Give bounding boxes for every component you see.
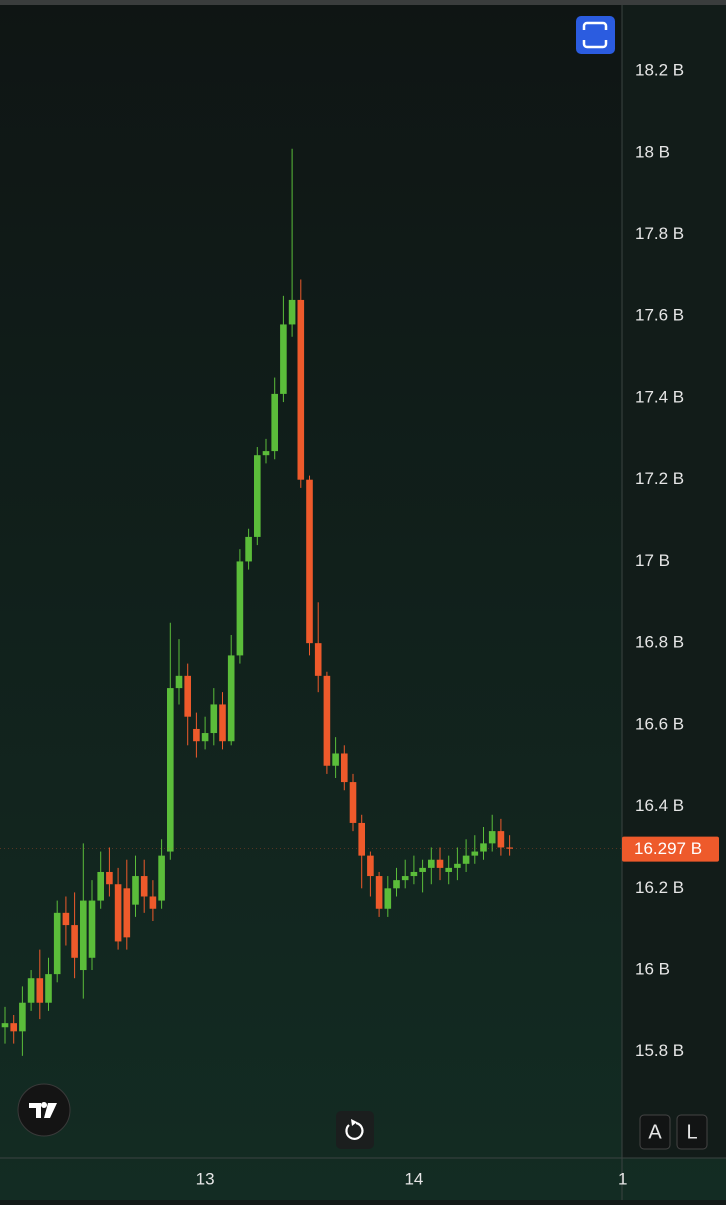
candle-body bbox=[106, 871, 113, 885]
candle-body bbox=[454, 863, 461, 868]
candle-body bbox=[227, 655, 235, 742]
candle-body bbox=[236, 561, 244, 656]
candle-body bbox=[367, 855, 374, 877]
candle-body bbox=[123, 888, 131, 938]
y-tick-label: 18 B bbox=[635, 142, 670, 161]
scale-button-label[interactable]: A bbox=[648, 1121, 662, 1143]
reset-arrow bbox=[351, 1119, 357, 1126]
logo-icon bbox=[29, 1102, 57, 1118]
candle-body bbox=[401, 876, 409, 881]
scale-button[interactable] bbox=[639, 1114, 671, 1150]
scale-button-label[interactable]: L bbox=[686, 1121, 697, 1143]
candle-body bbox=[201, 733, 209, 742]
last-price-badge bbox=[622, 836, 719, 862]
candle-body bbox=[53, 912, 61, 975]
candle-body bbox=[167, 688, 174, 852]
candle-body bbox=[288, 299, 296, 325]
candle-body bbox=[410, 871, 418, 877]
candle-body bbox=[193, 728, 200, 742]
candle-body bbox=[480, 843, 487, 852]
plot-area bbox=[0, 148, 622, 1056]
candle-body bbox=[297, 299, 305, 480]
candle-body bbox=[158, 855, 165, 901]
y-tick-label: 16.8 B bbox=[635, 633, 684, 652]
fullscreen-icon bbox=[582, 21, 608, 49]
candle-body bbox=[71, 925, 78, 958]
candle-body bbox=[497, 831, 505, 848]
candle-body bbox=[45, 974, 52, 1003]
y-tick-label: 16.6 B bbox=[635, 714, 684, 733]
x-tick-label: 14 bbox=[404, 1169, 423, 1188]
candle-body bbox=[140, 876, 148, 897]
y-tick-label: 16 B bbox=[635, 960, 670, 979]
y-tick-label: 18.2 B bbox=[635, 61, 684, 80]
y-tick-label: 17.6 B bbox=[635, 306, 684, 325]
candle-body bbox=[80, 900, 87, 971]
candle-body bbox=[428, 859, 435, 868]
candle-body bbox=[488, 831, 496, 844]
fullscreen-button-bg[interactable] bbox=[576, 16, 615, 54]
y-tick-label: 16.4 B bbox=[635, 796, 684, 815]
logo-bg[interactable] bbox=[17, 1083, 71, 1137]
candle-body bbox=[10, 1023, 17, 1032]
candle-body bbox=[384, 888, 392, 909]
candle-body bbox=[114, 884, 122, 942]
candle-body bbox=[184, 675, 191, 717]
y-tick-label: 15.8 B bbox=[635, 1041, 684, 1060]
x-tick-label: 1 bbox=[618, 1169, 627, 1188]
candle-body bbox=[88, 900, 96, 958]
candle-body bbox=[280, 324, 287, 394]
candle-body bbox=[27, 978, 35, 1003]
candle-body bbox=[271, 393, 278, 452]
candle-body bbox=[175, 675, 183, 689]
candle-body bbox=[19, 1002, 26, 1032]
y-tick-label: 17.8 B bbox=[635, 224, 684, 243]
logo[interactable] bbox=[17, 1083, 71, 1137]
candle-body bbox=[149, 896, 157, 909]
y-tick-label: 17.2 B bbox=[635, 469, 684, 488]
candle-body bbox=[445, 867, 452, 872]
candle-body bbox=[358, 822, 365, 856]
candle-body bbox=[97, 871, 104, 901]
candle-body bbox=[306, 479, 313, 644]
candle-body bbox=[349, 782, 357, 823]
last-price-label: 16.297 B bbox=[634, 839, 702, 858]
reset-icon bbox=[345, 1121, 364, 1140]
reset-button-bg[interactable] bbox=[336, 1111, 374, 1149]
candle-body bbox=[506, 847, 513, 849]
scale-button[interactable] bbox=[676, 1114, 708, 1150]
candle-body bbox=[462, 855, 470, 864]
x-axis: 13 14 1 bbox=[196, 1169, 628, 1188]
candle-body bbox=[471, 851, 479, 856]
candle-body bbox=[323, 675, 331, 766]
candle-body bbox=[219, 704, 226, 742]
candle-body bbox=[332, 753, 339, 766]
candle-body bbox=[36, 978, 44, 1003]
candle-body bbox=[393, 880, 400, 889]
candle-body bbox=[62, 912, 70, 926]
candle-body bbox=[245, 536, 252, 562]
top-bar bbox=[0, 0, 726, 5]
reset-button[interactable] bbox=[336, 1111, 374, 1149]
y-tick-label: 17 B bbox=[635, 551, 670, 570]
candle-body bbox=[436, 859, 444, 868]
candle-body bbox=[314, 643, 322, 676]
candle-body bbox=[254, 455, 261, 537]
fullscreen-button[interactable] bbox=[576, 16, 615, 54]
y-axis: 15.8 B 16 B 16.2 B 16.4 B 16.6 B 16.8 B 17 B 17… bbox=[622, 61, 719, 1060]
candle-body bbox=[132, 876, 139, 905]
candle-body bbox=[1, 1023, 9, 1028]
candle-body bbox=[210, 704, 218, 734]
candle-body bbox=[375, 876, 383, 909]
y-tick-label: 16.2 B bbox=[635, 878, 684, 897]
x-tick-label: 13 bbox=[196, 1169, 215, 1188]
price-axis-panel bbox=[622, 5, 726, 1158]
candle-body bbox=[419, 867, 426, 872]
candle-body bbox=[341, 753, 348, 783]
y-tick-label: 17.4 B bbox=[635, 387, 684, 406]
candle-body bbox=[262, 451, 270, 456]
